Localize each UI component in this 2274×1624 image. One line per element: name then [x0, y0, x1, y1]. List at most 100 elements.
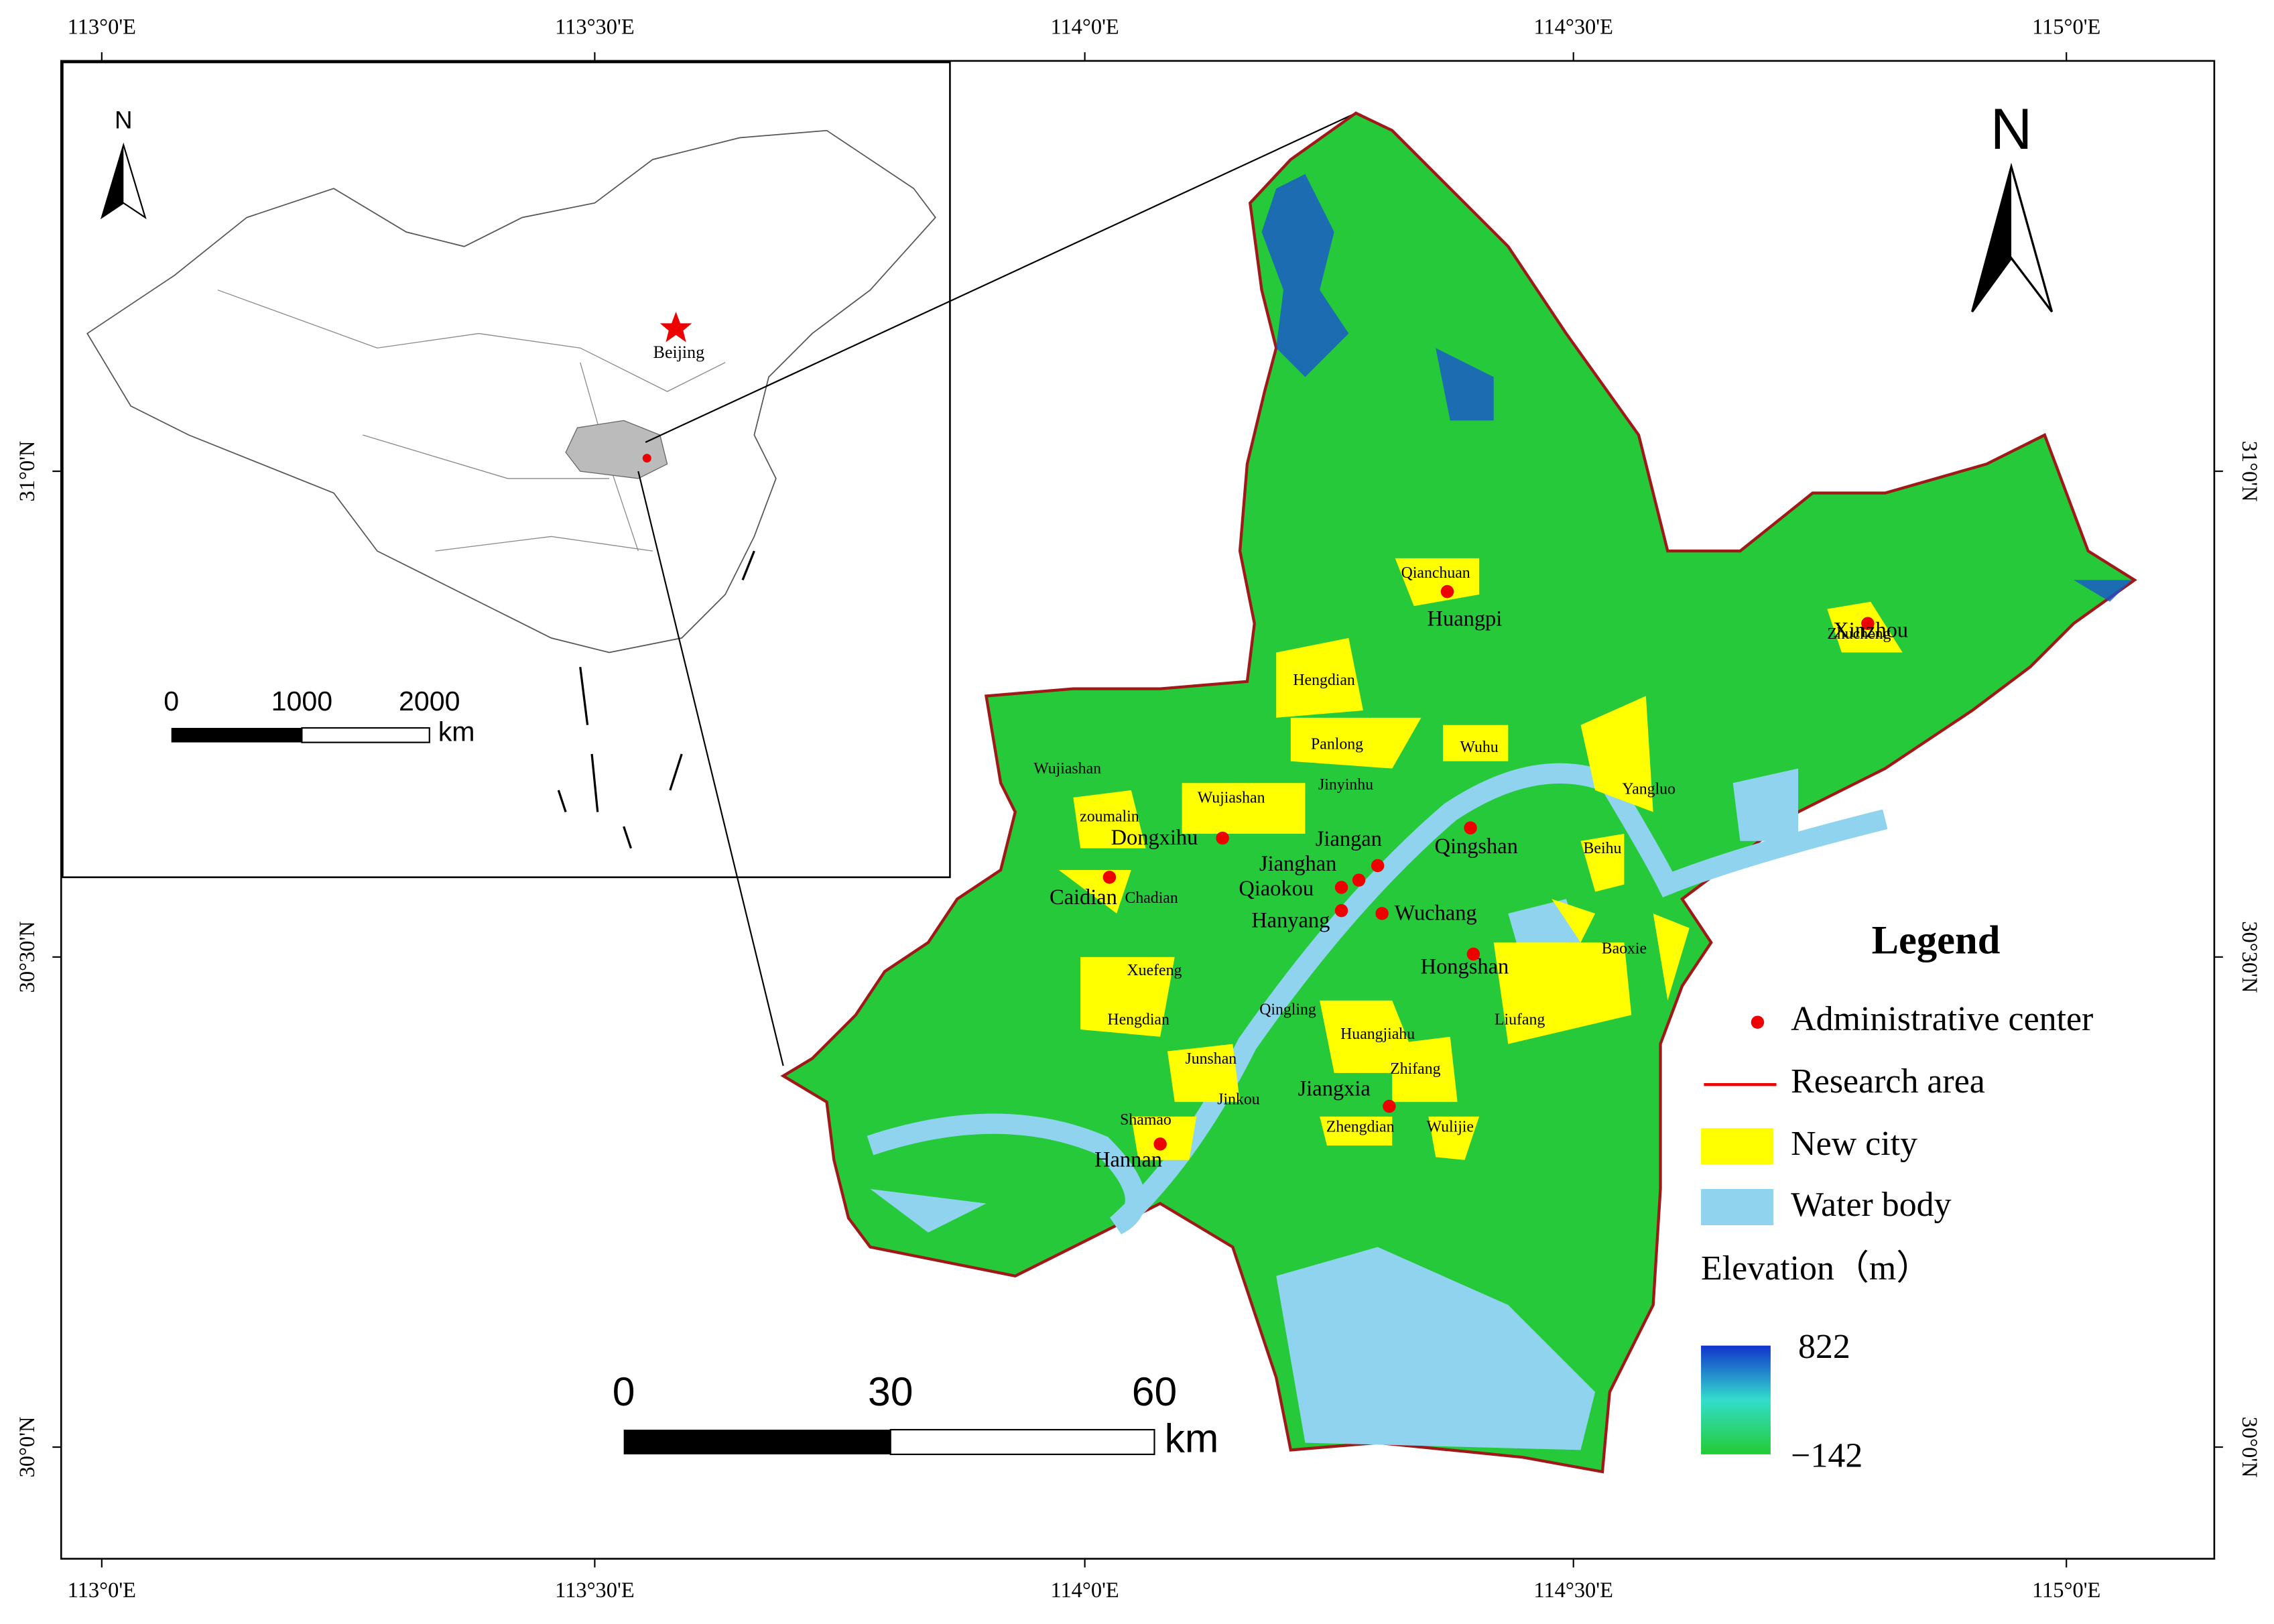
district-label: Jiangxia: [1298, 1076, 1371, 1101]
new-city-label: Liufang: [1495, 1011, 1545, 1028]
latitude-label: 30°0'N: [15, 1417, 40, 1478]
new-city-label: Hengdian: [1293, 672, 1355, 689]
longitude-label: 113°30'E: [555, 15, 635, 40]
admin-center: [1153, 1137, 1167, 1151]
admin-center: [1352, 873, 1366, 887]
district-label: Hannan: [1094, 1147, 1162, 1172]
new-city-label: Zhifang: [1390, 1060, 1440, 1078]
new-city-label: Jinkou: [1217, 1090, 1260, 1108]
scale-label: 60: [1132, 1369, 1177, 1414]
new-city-label: Panlong: [1311, 735, 1363, 753]
inset-scale-label: 1000: [271, 686, 332, 716]
scale-black: [623, 1430, 891, 1454]
zoom-line: [645, 112, 1356, 443]
district-label: Jiangan: [1316, 827, 1382, 851]
inset-scale-label: 2000: [399, 686, 460, 716]
new-city-label: Hengdian: [1107, 1011, 1170, 1028]
new-city-label: Wuhu: [1460, 739, 1498, 756]
district-label: Huangpi: [1428, 607, 1503, 631]
capital-label: Beijing: [653, 342, 704, 362]
inset-scale-unit: km: [438, 716, 475, 747]
admin-center: [1371, 859, 1385, 873]
district-label: Hongshan: [1421, 955, 1509, 979]
new-city-label: Wujiashan: [1033, 760, 1101, 777]
new-city-label: Qingling: [1259, 1001, 1316, 1018]
scale-white: [889, 1429, 1155, 1455]
new-city-label: Junshan: [1186, 1050, 1237, 1068]
new-city-label: Xuefeng: [1127, 962, 1182, 979]
scale-unit: km: [1165, 1415, 1219, 1460]
legend-label: New city: [1791, 1125, 1917, 1163]
elevation-max: 822: [1798, 1328, 1850, 1366]
beijing-star: [659, 312, 692, 342]
scale-label: 30: [868, 1369, 913, 1414]
water-body: [870, 768, 1799, 1450]
new-city-label: Shamao: [1120, 1111, 1172, 1129]
admin-center: [1102, 871, 1117, 884]
admin-center: [1440, 584, 1454, 599]
inset-scale-label: 0: [164, 686, 179, 716]
longitude-label: 114°0'E: [1050, 1578, 1119, 1603]
inset-scale-black: [171, 728, 302, 743]
latitude-label: 30°30'N: [15, 921, 40, 993]
longitude-label: 113°0'E: [68, 1578, 136, 1603]
elevation-title: Elevation（m）: [1701, 1249, 1931, 1288]
admin-center: [1334, 903, 1348, 918]
legend-label: Water body: [1791, 1186, 1951, 1224]
new-city-label: Jinyinhu: [1318, 776, 1373, 794]
district-label: Dongxihu: [1111, 826, 1198, 850]
inset-north: N: [115, 106, 133, 133]
longitude-label: 114°30'E: [1533, 1578, 1613, 1603]
research-area: [780, 111, 2137, 1474]
longitude-label: 115°0'E: [2032, 15, 2100, 40]
inset-scale-white: [301, 727, 430, 743]
longitude-label: 113°0'E: [68, 15, 136, 40]
admin-center: [1383, 1099, 1396, 1113]
latitude-label: 31°0'N: [15, 441, 40, 502]
hubei: [565, 420, 668, 479]
latitude-label: 31°0'N: [2237, 441, 2261, 502]
legend-new-city: [1701, 1128, 1774, 1165]
admin-center: [1216, 831, 1229, 845]
province-borders: [217, 290, 726, 552]
district-label: Wuchang: [1395, 901, 1477, 926]
admin-center: [1464, 821, 1477, 835]
legend-dot: [1751, 1015, 1765, 1029]
legend-elevation-ramp: [1701, 1345, 1771, 1454]
wuhan-dot: [642, 454, 651, 463]
new-city-label: zoumalin: [1080, 808, 1139, 826]
district-label: Jianghan: [1259, 852, 1336, 876]
admin-center: [1334, 881, 1348, 894]
new-city-label: Wujiashan: [1198, 789, 1265, 806]
legend-label: Administrative center: [1791, 1000, 2093, 1038]
district-label: Xinzhou: [1833, 619, 1908, 643]
longitude-label: 114°30'E: [1533, 15, 1613, 40]
legend-water: [1701, 1188, 1774, 1226]
china-outline: [86, 129, 936, 653]
new-city-label: Baoxie: [1602, 940, 1647, 957]
admin-center: [1375, 907, 1389, 920]
district-label: Qingshan: [1435, 834, 1518, 859]
admin-center: [1861, 617, 1875, 630]
new-city-label: Qianchuan: [1401, 564, 1470, 582]
latitude-label: 30°0'N: [2237, 1417, 2261, 1478]
latitude-label: 30°30'N: [2237, 921, 2261, 993]
legend-label: Research area: [1791, 1062, 1985, 1101]
longitude-label: 113°30'E: [555, 1578, 635, 1603]
scale-label: 0: [613, 1369, 635, 1414]
new-city-label: Wulijie: [1427, 1119, 1474, 1136]
new-city-label: Beihu: [1584, 840, 1622, 857]
new-city-label: Zhengdian: [1326, 1119, 1395, 1136]
new-city-label: Huangjiahu: [1340, 1025, 1415, 1043]
admin-center: [1466, 947, 1480, 961]
district-label: Qiaokou: [1239, 877, 1314, 901]
longitude-label: 114°0'E: [1050, 15, 1119, 40]
new-city-label: Chadian: [1125, 889, 1178, 907]
legend-title: Legend: [1872, 918, 2001, 962]
north-label: N: [1991, 97, 2032, 162]
elevation-min: −142: [1791, 1436, 1862, 1475]
district-label: Caidian: [1050, 885, 1117, 910]
new-city-label: Zhucheng: [1827, 625, 1891, 643]
longitude-label: 115°0'E: [2032, 1578, 2100, 1603]
